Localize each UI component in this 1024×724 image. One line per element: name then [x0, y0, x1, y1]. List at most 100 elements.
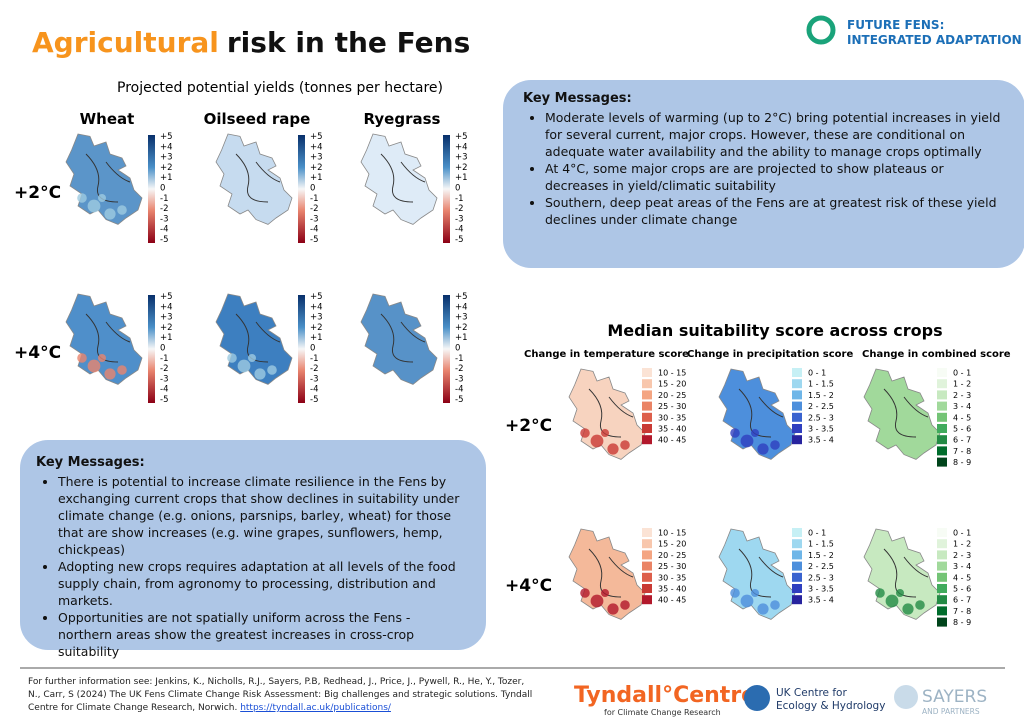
legend-label: -2 [455, 364, 463, 374]
patch [620, 440, 630, 450]
patch [885, 594, 899, 608]
legend-label: -2 [310, 364, 318, 374]
legend-swatch [792, 561, 802, 571]
legend-label: 1 - 2 [953, 540, 971, 549]
legend-swatch [642, 572, 652, 582]
patch [730, 428, 740, 438]
legend-swatch [937, 457, 947, 467]
patch [590, 434, 604, 448]
legend-label: -3 [160, 214, 168, 224]
legend-label: +2 [310, 323, 323, 333]
legend-label: 8 - 9 [953, 618, 971, 627]
legend-swatch [937, 606, 947, 616]
legend-label: +4 [310, 142, 323, 152]
legend-swatch [937, 424, 947, 433]
legend-swatch [937, 379, 947, 389]
patch [580, 428, 590, 438]
map [215, 293, 293, 385]
legend-label: +3 [455, 153, 468, 163]
river [883, 388, 929, 438]
legend-swatch [642, 379, 652, 389]
legend-label: -1 [160, 354, 168, 364]
legend-swatch [642, 424, 652, 433]
map [65, 293, 143, 385]
title: Agricultural risk in the Fens [32, 26, 470, 59]
map [360, 133, 438, 225]
river [380, 153, 426, 203]
colorbar [443, 295, 450, 403]
patch [875, 588, 885, 598]
river [85, 153, 131, 203]
legend-swatch [937, 584, 947, 593]
ukceh-logo: UK Centre for [776, 687, 847, 699]
patch [98, 194, 106, 202]
scenario-label: +4°C [14, 343, 61, 363]
legend-label: 5 - 6 [953, 585, 971, 594]
legend-label: -1 [310, 194, 318, 204]
citation-link[interactable]: https://tyndall.ac.uk/publications/ [240, 703, 391, 713]
sayers-logo: SAYERS [922, 687, 987, 707]
legend-label: -2 [310, 204, 318, 214]
river [883, 548, 929, 598]
legend-label: -4 [455, 225, 463, 235]
legend-label: -5 [455, 235, 463, 245]
map [863, 368, 941, 460]
legend-swatch [642, 368, 652, 377]
legend-label: 6 - 7 [953, 436, 971, 445]
legend-swatch [937, 617, 947, 627]
patch [770, 600, 780, 610]
legend-swatch [792, 550, 802, 560]
legend-label: +2 [455, 163, 468, 173]
legend-label: 1 - 2 [953, 380, 971, 389]
legend-swatch [792, 539, 802, 549]
legend-label: +4 [310, 302, 323, 312]
legend-label: -2 [455, 204, 463, 214]
legend-label: 3.5 - 4 [808, 596, 834, 605]
legend-label: +1 [310, 173, 323, 183]
logo-ring [806, 15, 836, 45]
river [380, 313, 426, 363]
legend-label: +4 [160, 302, 173, 312]
legend-label: 3 - 3.5 [808, 585, 834, 594]
legend-label: 3 - 4 [953, 562, 971, 571]
key-messages-top: Key Messages: Moderate levels of warming… [503, 80, 1024, 268]
legend-label: -2 [160, 204, 168, 214]
crop-label: Oilseed rape [204, 110, 311, 128]
legend-label: 3 - 4 [953, 402, 971, 411]
legend-label: 7 - 8 [953, 447, 971, 456]
legend-label: +5 [160, 292, 173, 302]
legend-label: 15 - 20 [658, 540, 686, 549]
legend-label: -4 [310, 225, 318, 235]
ukceh-logo: Ecology & Hydrology [776, 700, 885, 712]
river [738, 388, 784, 438]
map [568, 528, 646, 620]
patch [580, 588, 590, 598]
legend-label: +2 [160, 323, 173, 333]
legend-label: -5 [160, 235, 168, 245]
panel-label: Change in temperature score [524, 349, 689, 360]
region [215, 293, 293, 385]
legend-label: +4 [160, 142, 173, 152]
colorbar [298, 295, 305, 403]
region [718, 528, 796, 620]
legend-swatch [792, 379, 802, 389]
patch [751, 589, 759, 597]
legend-label: 25 - 30 [658, 402, 686, 411]
patch [902, 603, 914, 615]
colorbar [148, 295, 155, 403]
legend-swatch [937, 446, 947, 456]
map [568, 368, 646, 460]
legend-label: -4 [160, 225, 168, 235]
legend-label: 7 - 8 [953, 607, 971, 616]
legend-label: 0 [160, 344, 165, 354]
patch [117, 205, 127, 215]
legend-swatch [792, 401, 802, 411]
river [235, 153, 281, 203]
patch [607, 443, 619, 455]
legend-swatch [642, 550, 652, 560]
scenario-label: +2°C [14, 183, 61, 203]
legend-swatch [642, 528, 652, 537]
heading: Key Messages: [36, 455, 145, 470]
legend-label: +1 [160, 333, 173, 343]
